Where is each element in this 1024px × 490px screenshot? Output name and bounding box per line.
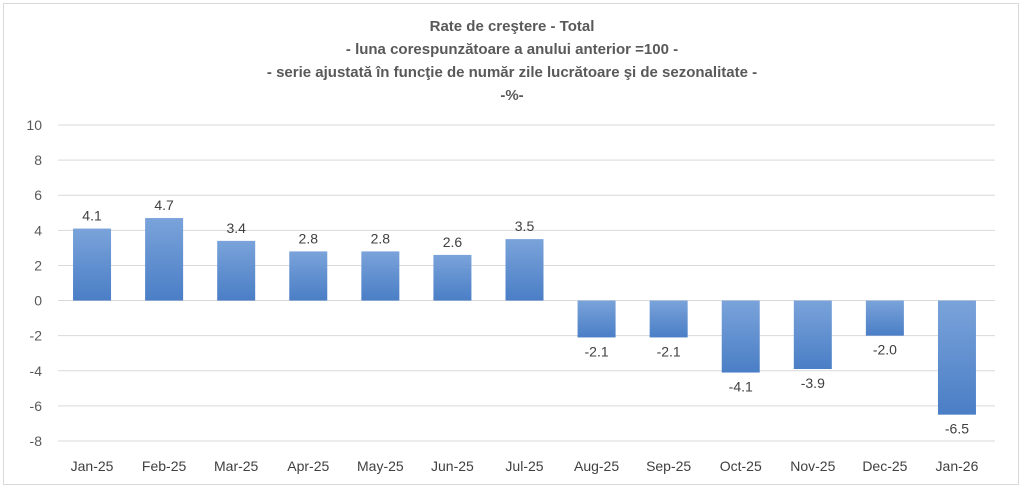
- y-tick-label: 0: [34, 293, 42, 309]
- data-label: 4.7: [154, 197, 174, 213]
- chart-frame: [3, 3, 1019, 485]
- x-tick-label: Jul-25: [505, 458, 543, 474]
- x-tick-label: Apr-25: [287, 458, 329, 474]
- x-tick-label: Dec-25: [862, 458, 907, 474]
- x-tick-label: Jan-25: [71, 458, 114, 474]
- bar: [361, 251, 400, 301]
- bar: [73, 228, 112, 301]
- chart-subtitle-2: - serie ajustată în funcţie de număr zil…: [266, 64, 758, 81]
- y-tick-label: -4: [30, 363, 43, 379]
- chart-subtitle-1: - luna corespunzătoare a anului anterior…: [345, 41, 679, 58]
- x-tick-label: Oct-25: [720, 458, 762, 474]
- bar: [145, 218, 184, 301]
- x-tick-label: Nov-25: [790, 458, 835, 474]
- chart-subtitle-3: -%-: [500, 87, 524, 104]
- data-label: 2.6: [443, 234, 463, 250]
- data-label: -2.1: [585, 343, 609, 359]
- x-tick-label: Aug-25: [574, 458, 619, 474]
- data-label: 2.8: [371, 230, 391, 246]
- data-label: -3.9: [801, 375, 825, 391]
- x-tick-label: Sep-25: [646, 458, 691, 474]
- data-label: 3.5: [515, 218, 535, 234]
- x-tick-label: May-25: [357, 458, 404, 474]
- y-tick-label: 4: [34, 222, 42, 238]
- y-tick-label: -2: [30, 328, 43, 344]
- y-tick-label: -6: [30, 398, 43, 414]
- y-tick-label: 10: [26, 117, 42, 133]
- chart-title: Rate de creştere - Total: [429, 18, 595, 35]
- data-label: -2.1: [657, 343, 681, 359]
- bar: [217, 240, 256, 301]
- bar: [505, 239, 544, 301]
- data-label: -4.1: [729, 379, 753, 395]
- x-tick-label: Jan-26: [936, 458, 979, 474]
- x-tick-label: Jun-25: [431, 458, 474, 474]
- bar: [793, 300, 832, 370]
- x-tick-label: Mar-25: [214, 458, 259, 474]
- bar: [937, 300, 976, 415]
- bar: [649, 300, 688, 338]
- bar: [433, 254, 472, 301]
- bar: [865, 300, 904, 336]
- bar: [289, 251, 328, 301]
- bar: [721, 300, 760, 373]
- data-label: 3.4: [226, 220, 246, 236]
- data-label: 4.1: [82, 208, 102, 224]
- y-tick-label: 6: [34, 187, 42, 203]
- data-label: -6.5: [945, 421, 969, 437]
- y-tick-label: -8: [30, 433, 43, 449]
- bar: [577, 300, 616, 338]
- x-tick-label: Feb-25: [142, 458, 187, 474]
- data-label: 2.8: [299, 230, 319, 246]
- data-label: -2.0: [873, 342, 897, 358]
- y-tick-label: 8: [34, 152, 42, 168]
- y-tick-label: 2: [34, 257, 42, 273]
